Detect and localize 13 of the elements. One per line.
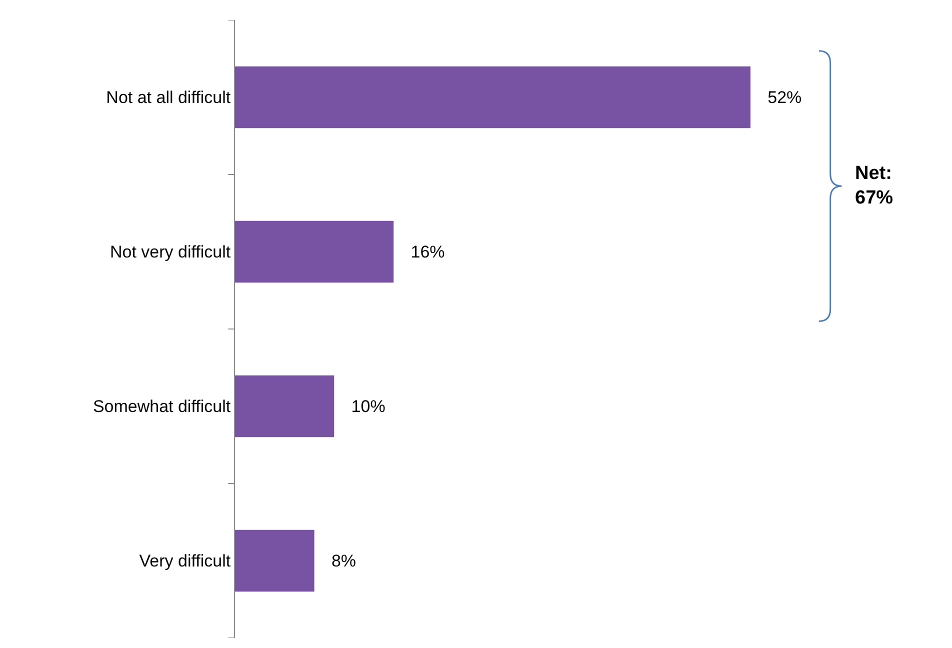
bar	[235, 530, 314, 592]
data-label: 52%	[753, 88, 802, 107]
data-label: 16%	[396, 242, 445, 262]
y-tick-label: Not very difficult	[110, 242, 231, 262]
text: Net: 67%	[855, 163, 894, 209]
data-label: 10%	[337, 396, 386, 416]
y-tick-label: Very difficult	[139, 552, 231, 571]
y-tick-label: Somewhat difficult	[92, 397, 231, 416]
bar	[235, 375, 334, 438]
data-label: 8%	[317, 551, 356, 570]
y-tick-label: Not at all difficult	[106, 88, 231, 108]
bar	[235, 220, 394, 283]
bar	[235, 66, 750, 128]
